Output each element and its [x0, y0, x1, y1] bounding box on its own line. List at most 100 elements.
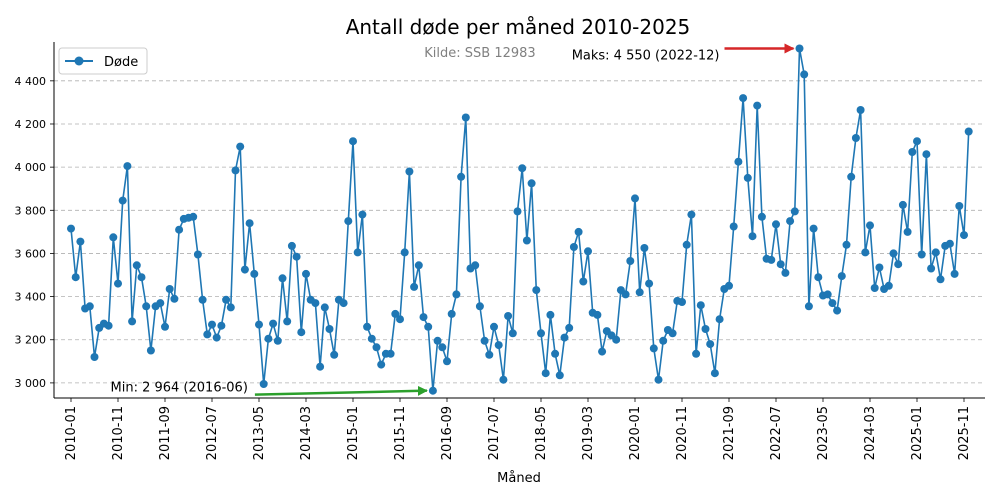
data-point [438, 343, 447, 352]
data-point [156, 299, 165, 308]
data-point [851, 134, 860, 142]
data-point [494, 341, 503, 350]
y-tick-label: 3 800 [15, 204, 47, 217]
y-tick-label: 4 200 [15, 118, 47, 131]
data-point [734, 157, 743, 166]
data-point [781, 268, 790, 277]
data-point [250, 269, 259, 278]
data-point [696, 301, 705, 310]
data-point [485, 350, 494, 359]
data-point [710, 369, 719, 378]
data-point [908, 148, 917, 156]
x-tick-label: 2015-01 [346, 406, 361, 460]
data-point [551, 349, 560, 358]
data-point [396, 315, 404, 324]
data-point [367, 334, 376, 343]
data-point [410, 282, 419, 291]
x-tick-label: 2012-07 [205, 406, 220, 460]
data-point [729, 222, 738, 231]
data-point [898, 200, 907, 209]
data-point [231, 166, 240, 175]
data-point [349, 137, 357, 146]
data-point [255, 320, 263, 329]
x-tick-label: 2019-03 [581, 406, 596, 460]
data-point [706, 340, 715, 349]
data-point [269, 319, 278, 328]
data-point [391, 309, 400, 318]
y-tick-label: 4 000 [15, 161, 47, 174]
data-point [236, 142, 245, 151]
data-point [193, 250, 202, 259]
data-point [645, 279, 654, 288]
data-point [273, 336, 282, 345]
data-point [217, 321, 226, 330]
data-point [828, 299, 837, 308]
x-tick-label: 2018-05 [534, 406, 549, 460]
annotations: Maks: 4 550 (2022-12) Min: 2 964 (2016-06… [111, 43, 795, 396]
data-point [137, 273, 146, 282]
data-point [302, 269, 310, 278]
data-point [532, 286, 541, 295]
data-point [569, 243, 578, 251]
x-tick-label: 2013-05 [252, 406, 267, 460]
data-point [508, 329, 517, 338]
legend-box [58, 47, 148, 75]
data-point [546, 310, 555, 319]
data-point [475, 302, 484, 311]
data-point [635, 288, 644, 297]
data-point [579, 277, 588, 286]
data-point [240, 265, 249, 274]
x-tick-label: 2015-11 [393, 406, 408, 460]
data-point [701, 325, 710, 333]
data-point [889, 249, 898, 258]
data-point [189, 212, 198, 221]
x-tick-label: 2022-07 [769, 406, 784, 460]
data-point [428, 386, 437, 395]
data-point [424, 322, 433, 331]
data-point [743, 173, 752, 182]
y-tick-label: 3 600 [15, 247, 47, 260]
data-point [142, 302, 151, 311]
data-point [950, 269, 959, 278]
data-point [875, 263, 884, 272]
data-point [386, 349, 395, 358]
data-point [814, 273, 823, 282]
y-tick-label: 3 000 [15, 377, 47, 390]
annotation-label: Min: 2 964 (2016-06) [111, 381, 248, 396]
data-point [123, 162, 132, 171]
data-point [936, 275, 945, 284]
x-tick-label: 2025-11 [957, 406, 972, 460]
x-tick-label: 2016-09 [440, 406, 455, 460]
data-point [292, 252, 301, 261]
data-point [245, 219, 254, 228]
data-point [480, 336, 489, 345]
x-tick-label: 2024-03 [863, 406, 878, 460]
series-layer [67, 44, 973, 395]
legend-label: Døde [104, 55, 138, 70]
data-point [837, 272, 846, 281]
data-point [612, 335, 621, 344]
data-point [175, 225, 184, 234]
data-point [537, 329, 545, 338]
data-point [499, 375, 508, 384]
data-point [90, 353, 99, 361]
data-point [165, 285, 174, 293]
x-tick-label: 2023-05 [816, 406, 831, 460]
data-point [678, 298, 686, 306]
data-point [67, 224, 75, 233]
data-point [565, 323, 574, 332]
data-point [922, 150, 931, 159]
data-point [198, 295, 207, 304]
data-point [945, 239, 954, 248]
data-point [809, 224, 818, 233]
y-tick-label: 3 400 [15, 291, 47, 304]
data-point [786, 217, 795, 226]
data-point [405, 167, 414, 176]
data-point [654, 375, 663, 384]
data-point [264, 334, 273, 343]
data-point [631, 194, 639, 203]
data-point [330, 350, 339, 359]
data-point [363, 322, 372, 331]
data-point [884, 281, 893, 290]
